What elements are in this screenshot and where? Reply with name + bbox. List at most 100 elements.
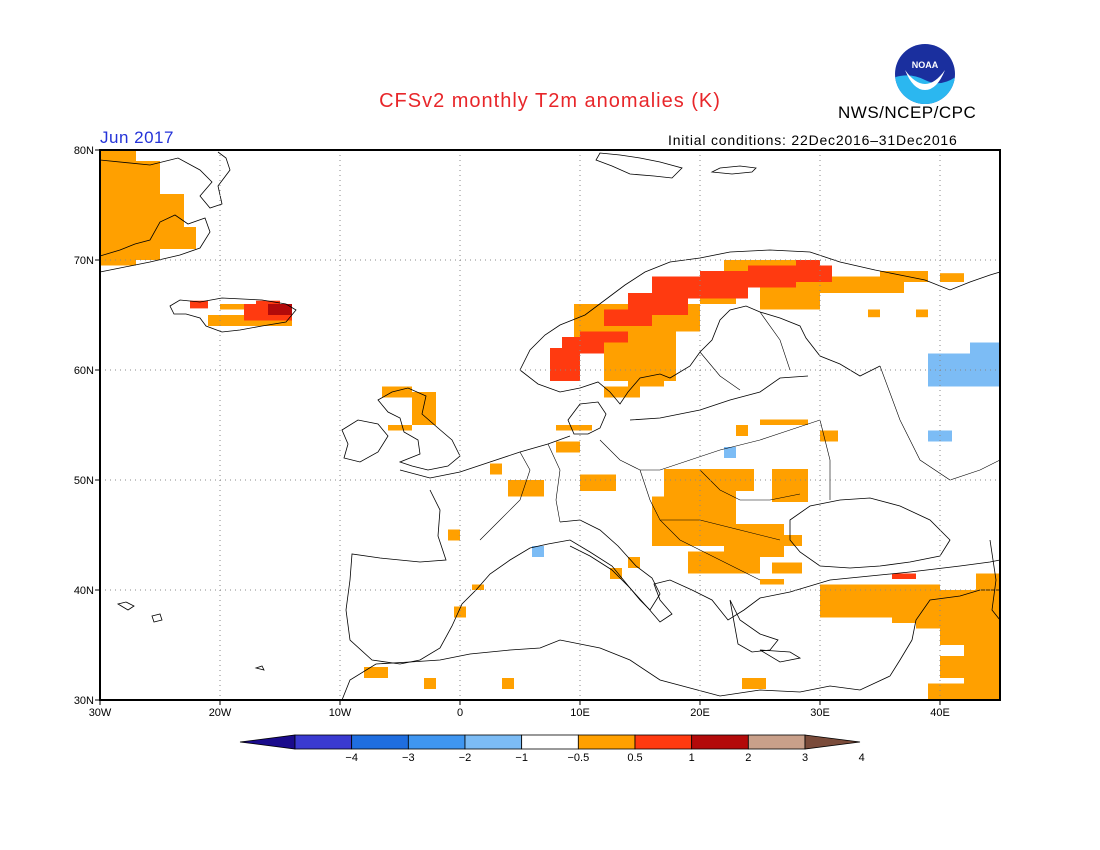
- anomaly-cells: [100, 150, 1000, 700]
- anomaly-cell-orange: [916, 617, 952, 629]
- agency-label: NWS/NCEP/CPC: [838, 103, 977, 122]
- colorbar-label: −4: [345, 752, 358, 764]
- colorbar-label: −0.5: [567, 752, 589, 764]
- anomaly-cell-orange: [580, 474, 616, 491]
- coastlines: [99, 151, 1001, 701]
- anomaly-cell-red: [796, 260, 820, 266]
- anomaly-cell-blue: [532, 546, 544, 557]
- anomaly-cell-orange: [928, 683, 1000, 700]
- anomaly-cell-red: [580, 331, 628, 343]
- anomaly-cell-orange: [916, 309, 928, 318]
- lon-tick-label: 20E: [690, 707, 710, 719]
- anomaly-cell-orange: [508, 480, 544, 497]
- lon-tick-label: 10W: [329, 707, 352, 719]
- initial-conditions: Initial conditions: 22Dec2016–31Dec2016: [668, 132, 958, 148]
- colorbar-label: 3: [802, 752, 808, 764]
- colorbar-swatch: [747, 734, 806, 750]
- anomaly-cell-orange: [604, 386, 640, 398]
- anomaly-cell-orange: [940, 656, 1000, 678]
- anomaly-cell-orange: [760, 419, 808, 425]
- anomaly-cell-orange: [490, 463, 502, 475]
- lon-tick-label: 0: [457, 707, 463, 719]
- page-title: CFSv2 monthly T2m anomalies (K): [379, 90, 721, 112]
- anomaly-cell-orange: [412, 392, 436, 425]
- colorbar-label: 2: [745, 752, 751, 764]
- anomaly-cell-red: [748, 265, 832, 282]
- lon-tick-label: 30E: [810, 707, 830, 719]
- lat-tick-label: 50N: [74, 475, 94, 487]
- anomaly-cell-red: [256, 300, 280, 307]
- map-border: [99, 149, 1001, 701]
- anomaly-cell-blue: [970, 342, 1000, 354]
- anomaly-cell-orange: [760, 579, 784, 585]
- lon-tick-label: 30W: [89, 707, 112, 719]
- anomaly-cell-orange: [160, 227, 196, 249]
- anomaly-cell-orange: [988, 590, 1000, 612]
- anomaly-cell-orange: [454, 606, 466, 618]
- anomaly-cell-orange: [100, 150, 136, 161]
- lat-tick-label: 40N: [74, 585, 94, 597]
- graticule: [100, 150, 1000, 700]
- colorbar-label: 4: [859, 752, 865, 764]
- anomaly-cell-orange: [880, 271, 928, 282]
- anomaly-cell-red: [190, 300, 208, 309]
- anomaly-cell-darkred: [268, 304, 292, 315]
- colorbar-swatch: [691, 734, 749, 750]
- anomaly-cell-orange: [100, 161, 160, 260]
- lat-tick-label: 80N: [74, 145, 94, 157]
- lat-tick-label: 30N: [74, 695, 94, 707]
- axis-ticks: 30W 20W 10W 0 10E 20E 30E 40E 30N 40N 50N 60N 70N 80N: [74, 145, 950, 719]
- anomaly-cell-orange: [724, 469, 754, 491]
- anomaly-cell-orange: [448, 529, 460, 541]
- lon-tick-label: 20W: [209, 707, 232, 719]
- colorbar-swatch: [521, 734, 579, 750]
- anomaly-cell-orange: [652, 496, 736, 546]
- anomaly-cell-orange: [976, 573, 1000, 590]
- colorbar-swatch: [294, 734, 353, 750]
- anomaly-cell-orange: [940, 273, 964, 282]
- colorbar: −4 −3 −2 −1 −0.5 0.5 1 2 3 4: [239, 734, 865, 764]
- anomaly-cell-orange: [502, 678, 514, 689]
- colorbar-label: 1: [689, 752, 695, 764]
- colorbar-swatch: [407, 734, 466, 750]
- logo-text: NOAA: [912, 60, 939, 70]
- lon-tick-label: 40E: [930, 707, 950, 719]
- colorbar-label: −1: [515, 752, 528, 764]
- colorbar-swatch: [634, 734, 693, 750]
- colorbar-swatch: [577, 734, 636, 750]
- colorbar-label: −2: [459, 752, 472, 764]
- anomaly-cell-orange: [556, 441, 580, 453]
- colorbar-low-triangle: [239, 734, 296, 750]
- forecast-period: Jun 2017: [100, 128, 174, 147]
- lat-tick-label: 70N: [74, 255, 94, 267]
- anomaly-cell-orange: [742, 678, 766, 689]
- colorbar-label: 0.5: [627, 752, 642, 764]
- anomaly-cell-orange: [772, 562, 802, 574]
- map-frame: 30W 20W 10W 0 10E 20E 30E 40E 30N 40N 50N 60N 70N 80N: [74, 145, 1001, 719]
- lon-tick-label: 10E: [570, 707, 590, 719]
- anomaly-cell-blue: [928, 353, 1000, 387]
- colorbar-label: −3: [402, 752, 415, 764]
- anomaly-cell-red: [892, 573, 916, 579]
- anomaly-cell-orange: [424, 678, 436, 689]
- noaa-logo: NOAA: [895, 44, 955, 104]
- anomaly-cell-orange: [688, 551, 760, 574]
- anomaly-cell-orange: [628, 557, 640, 568]
- anomaly-cell-orange: [628, 370, 664, 387]
- anomaly-cell-orange: [364, 667, 388, 678]
- anomaly-cell-orange: [382, 386, 412, 398]
- colorbar-swatch: [464, 734, 523, 750]
- anomaly-cell-orange: [820, 430, 838, 442]
- anomaly-cell-orange: [772, 469, 808, 502]
- lat-tick-label: 60N: [74, 365, 94, 377]
- anomaly-cell-blue: [724, 447, 736, 458]
- anomaly-cell-orange: [388, 425, 412, 431]
- colorbar-swatch: [351, 734, 409, 750]
- colorbar-high-triangle: [804, 734, 861, 750]
- anomaly-cell-orange: [736, 425, 748, 436]
- anomaly-cell-orange: [556, 425, 592, 431]
- anomaly-cell-orange: [868, 309, 880, 318]
- anomaly-cell-orange: [784, 535, 802, 546]
- anomaly-cell-orange: [100, 254, 136, 266]
